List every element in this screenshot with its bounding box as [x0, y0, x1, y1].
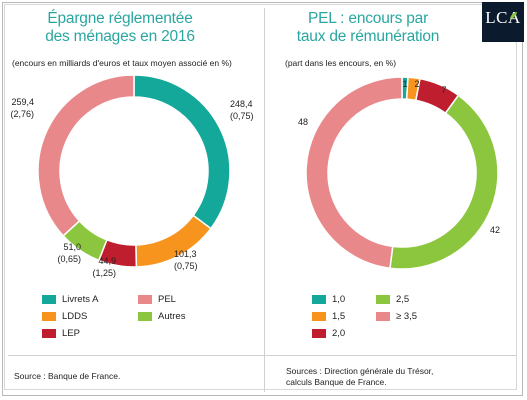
- right-donut-chart: 1 2 7 42 48: [298, 76, 500, 270]
- left-title-line2: des ménages en 2016: [45, 28, 195, 45]
- right-chart-title: PEL : encours par taux de rémunération: [283, 10, 453, 46]
- left-donut-chart: 248,4 (0,75) 101,3 (0,75) 44,9 (1,25) 51,0 (0,6…: [10, 74, 254, 278]
- legend-label: 1,5: [332, 311, 346, 322]
- left-chart-title: Épargne réglementée des ménages en 2016: [30, 10, 210, 46]
- logo-leaf-icon: [509, 11, 518, 20]
- donut-slice-livrets-a: [133, 74, 231, 230]
- legend-swatch: [312, 295, 326, 304]
- data-label-2-5: 42: [490, 225, 500, 235]
- data-label-pel: 259,4 (2,76): [10, 97, 34, 119]
- legend-swatch: [138, 295, 152, 304]
- donut-slice-2-5: [389, 94, 499, 270]
- inner-frame: [4, 4, 517, 390]
- right-source-line2: calculs Banque de France.: [286, 377, 387, 387]
- outer-frame: [2, 2, 523, 396]
- legend-swatch: [42, 312, 56, 321]
- legend-swatch: [312, 312, 326, 321]
- lca-logo-text: LCA: [485, 8, 521, 27]
- legend-label: 1,0: [332, 294, 346, 305]
- left-source: Source : Banque de France.: [14, 371, 121, 381]
- legend-swatch: [376, 312, 390, 321]
- legend-swatch: [376, 295, 390, 304]
- right-source: Sources : Direction générale du Trésor, …: [286, 366, 433, 388]
- right-title-line1: PEL : encours par: [307, 10, 429, 27]
- legend-label: 2,0: [332, 328, 346, 339]
- right-source-line1: Sources : Direction générale du Trésor,: [286, 366, 434, 376]
- legend-label: 2,5: [396, 294, 410, 305]
- left-source-rule: [8, 355, 264, 356]
- data-label-3-5: 48: [298, 117, 308, 127]
- data-label-autres: 51,0 (0,65): [57, 242, 81, 264]
- legend-label: LEP: [62, 328, 80, 339]
- data-label-ldds: 101,3 (0,75): [174, 249, 198, 271]
- left-title-line1: Épargne réglementée: [47, 10, 193, 27]
- donut-slice-3-5: [305, 76, 403, 270]
- data-label-1-5: 2: [414, 79, 419, 89]
- panel-divider: [264, 8, 265, 392]
- data-label-lep: 44,9 (1,25): [92, 256, 116, 278]
- legend-label: PEL: [158, 294, 176, 305]
- right-legend: 1,0 2,5 1,5 ≥ 3,5 2,0: [312, 294, 502, 342]
- donut-slice-pel: [37, 74, 135, 237]
- donut-slice-ldds: [135, 214, 212, 268]
- left-legend: Livrets A PEL LDDS Autres LEP: [42, 294, 242, 342]
- data-label-1-0: 1: [402, 79, 407, 89]
- legend-label: Livrets A: [62, 294, 99, 305]
- right-title-line2: taux de rémunération: [296, 28, 440, 45]
- data-label-2-0: 7: [441, 85, 446, 95]
- right-source-rule: [265, 355, 517, 356]
- legend-swatch: [42, 329, 56, 338]
- legend-swatch: [312, 329, 326, 338]
- legend-label: Autres: [158, 311, 186, 322]
- left-chart-subtitle: (encours en milliards d'euros et taux mo…: [12, 58, 232, 68]
- legend-swatch: [138, 312, 152, 321]
- lca-logo: LCA: [482, 2, 524, 42]
- data-label-livrets-a: 248,4 (0,75): [230, 99, 254, 121]
- legend-label: ≥ 3,5: [396, 311, 418, 322]
- right-chart-subtitle: (part dans les encours, en %): [285, 58, 397, 68]
- legend-label: LDDS: [62, 311, 88, 322]
- legend-swatch: [42, 295, 56, 304]
